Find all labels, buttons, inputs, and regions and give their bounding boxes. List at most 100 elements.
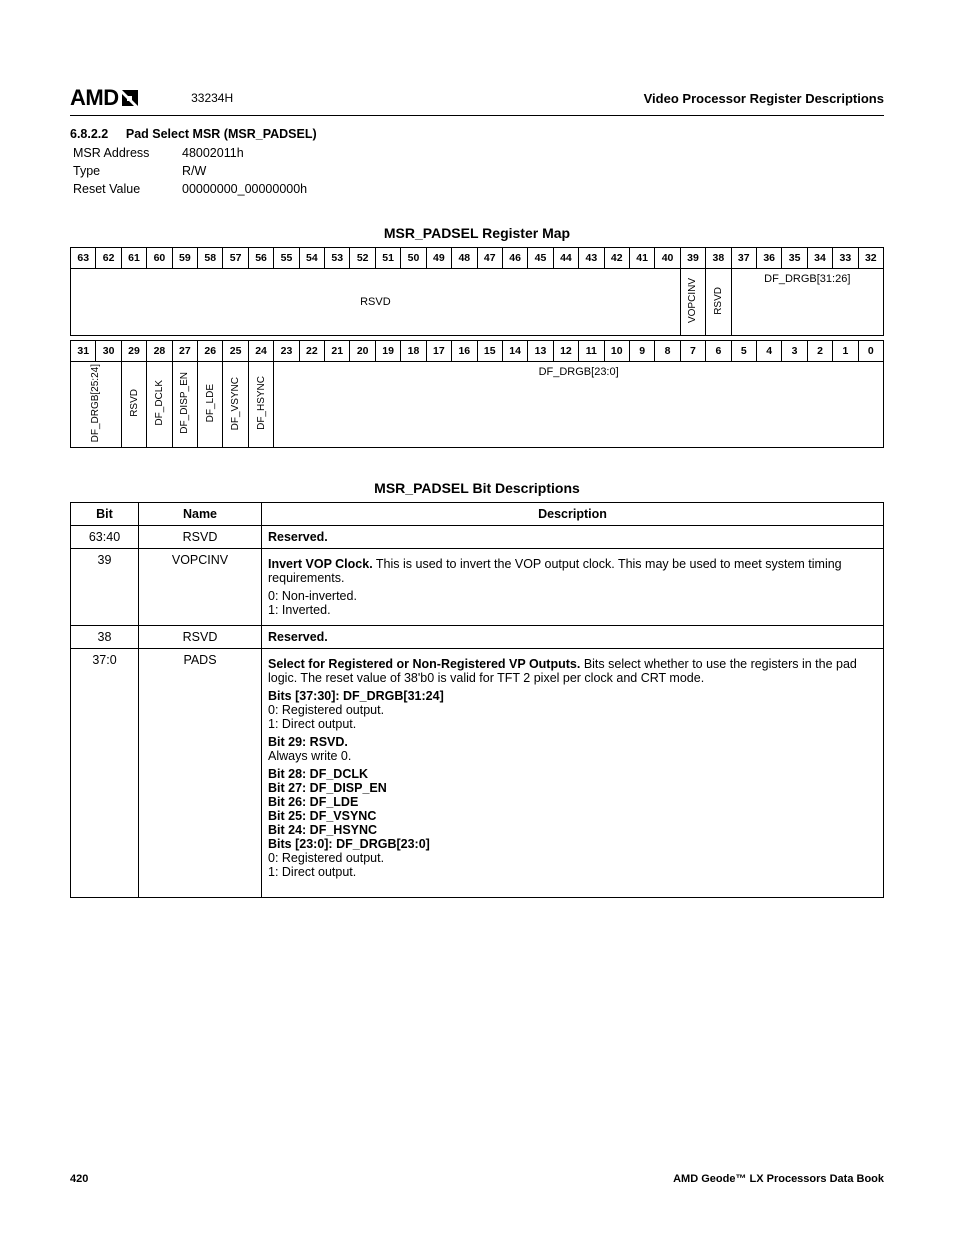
meta-value: 48002011h [181, 145, 308, 161]
bit-num: 4 [756, 341, 781, 362]
bit-num: 30 [96, 341, 121, 362]
field-rsvd: RSVD [71, 269, 681, 336]
bit-num: 36 [756, 248, 781, 269]
bit-desc-title: MSR_PADSEL Bit Descriptions [70, 480, 884, 496]
doc-id: 33234H [191, 91, 233, 105]
cell-name: PADS [139, 649, 262, 898]
bit-num: 16 [452, 341, 477, 362]
bit-num: 24 [248, 341, 273, 362]
field-rsvd: RSVD [121, 362, 146, 448]
logo-text: AMD [70, 85, 119, 111]
bit-num: 20 [350, 341, 375, 362]
bit-num: 5 [731, 341, 756, 362]
bit-num: 9 [629, 341, 654, 362]
field-drgb-hi: DF_DRGB[31:26] [731, 269, 883, 336]
bit-num: 52 [350, 248, 375, 269]
bit-num: 3 [782, 341, 807, 362]
field-dispen: DF_DISP_EN [172, 362, 197, 448]
bit-num: 2 [807, 341, 832, 362]
header-section-title: Video Processor Register Descriptions [644, 91, 884, 106]
bit-num: 22 [299, 341, 324, 362]
bit-num: 7 [680, 341, 705, 362]
bit-num: 28 [147, 341, 172, 362]
bit-num: 59 [172, 248, 197, 269]
cell-bit: 39 [71, 549, 139, 626]
meta-value: 00000000_00000000h [181, 181, 308, 197]
bit-num: 19 [375, 341, 400, 362]
meta-label: MSR Address [72, 145, 179, 161]
bit-num: 26 [198, 341, 223, 362]
register-map-lo: 31 30 29 28 27 26 25 24 23 22 21 20 19 1… [70, 340, 884, 448]
bit-num: 25 [223, 341, 248, 362]
bit-num: 58 [198, 248, 223, 269]
register-meta: MSR Address 48002011h Type R/W Reset Val… [70, 143, 310, 199]
page-footer: 420 AMD Geode™ LX Processors Data Book [70, 1173, 884, 1185]
cell-bit: 38 [71, 626, 139, 649]
bit-num: 38 [706, 248, 731, 269]
cell-bit: 37:0 [71, 649, 139, 898]
bit-num: 39 [680, 248, 705, 269]
field-vsync: DF_VSYNC [223, 362, 248, 448]
bit-num: 43 [579, 248, 604, 269]
page-header: AMD 33234H Video Processor Register Desc… [70, 85, 884, 116]
cell-desc: Reserved. [262, 526, 884, 549]
bit-num: 50 [401, 248, 426, 269]
bit-num: 6 [706, 341, 731, 362]
bit-num: 33 [833, 248, 858, 269]
cell-name: RSVD [139, 626, 262, 649]
bit-num: 11 [579, 341, 604, 362]
bit-num: 44 [553, 248, 578, 269]
amd-logo: AMD [70, 85, 141, 111]
bit-num: 29 [121, 341, 146, 362]
book-title: AMD Geode™ LX Processors Data Book [673, 1173, 884, 1185]
cell-desc: Invert VOP Clock. This is used to invert… [262, 549, 884, 626]
bit-num: 12 [553, 341, 578, 362]
col-desc: Description [262, 503, 884, 526]
bit-num: 42 [604, 248, 629, 269]
section-number: 6.8.2.2 [70, 127, 108, 141]
field-rsvd2: RSVD [706, 269, 731, 336]
bit-num: 56 [248, 248, 273, 269]
cell-name: VOPCINV [139, 549, 262, 626]
bit-num: 15 [477, 341, 502, 362]
bit-num: 41 [629, 248, 654, 269]
bit-num: 18 [401, 341, 426, 362]
bit-num: 47 [477, 248, 502, 269]
meta-label: Reset Value [72, 181, 179, 197]
col-bit: Bit [71, 503, 139, 526]
bit-num: 53 [325, 248, 350, 269]
bit-num: 21 [325, 341, 350, 362]
bit-num: 1 [833, 341, 858, 362]
bit-num: 63 [71, 248, 96, 269]
bit-desc-table: Bit Name Description 63:40 RSVD Reserved… [70, 502, 884, 898]
bit-num: 49 [426, 248, 451, 269]
meta-value: R/W [181, 163, 308, 179]
bit-num: 32 [858, 248, 883, 269]
col-name: Name [139, 503, 262, 526]
bit-num: 51 [375, 248, 400, 269]
amd-arrow-icon [121, 89, 141, 107]
bit-num: 31 [71, 341, 96, 362]
table-row: 39 VOPCINV Invert VOP Clock. This is use… [71, 549, 884, 626]
table-row: 37:0 PADS Select for Registered or Non-R… [71, 649, 884, 898]
field-drgb-lo: DF_DRGB[23:0] [274, 362, 884, 448]
register-map-title: MSR_PADSEL Register Map [70, 225, 884, 241]
field-drgb2524: DF_DRGB[25:24] [71, 362, 122, 448]
cell-desc: Reserved. [262, 626, 884, 649]
bit-num: 62 [96, 248, 121, 269]
bit-num: 10 [604, 341, 629, 362]
table-row: 63:40 RSVD Reserved. [71, 526, 884, 549]
bit-num: 55 [274, 248, 299, 269]
bit-num: 57 [223, 248, 248, 269]
bit-num: 34 [807, 248, 832, 269]
bit-num: 17 [426, 341, 451, 362]
bit-num: 27 [172, 341, 197, 362]
field-lde: DF_LDE [198, 362, 223, 448]
cell-bit: 63:40 [71, 526, 139, 549]
bit-num: 61 [121, 248, 146, 269]
bit-num: 23 [274, 341, 299, 362]
bit-num: 14 [502, 341, 527, 362]
table-row: 38 RSVD Reserved. [71, 626, 884, 649]
bit-num: 48 [452, 248, 477, 269]
cell-desc: Select for Registered or Non-Registered … [262, 649, 884, 898]
